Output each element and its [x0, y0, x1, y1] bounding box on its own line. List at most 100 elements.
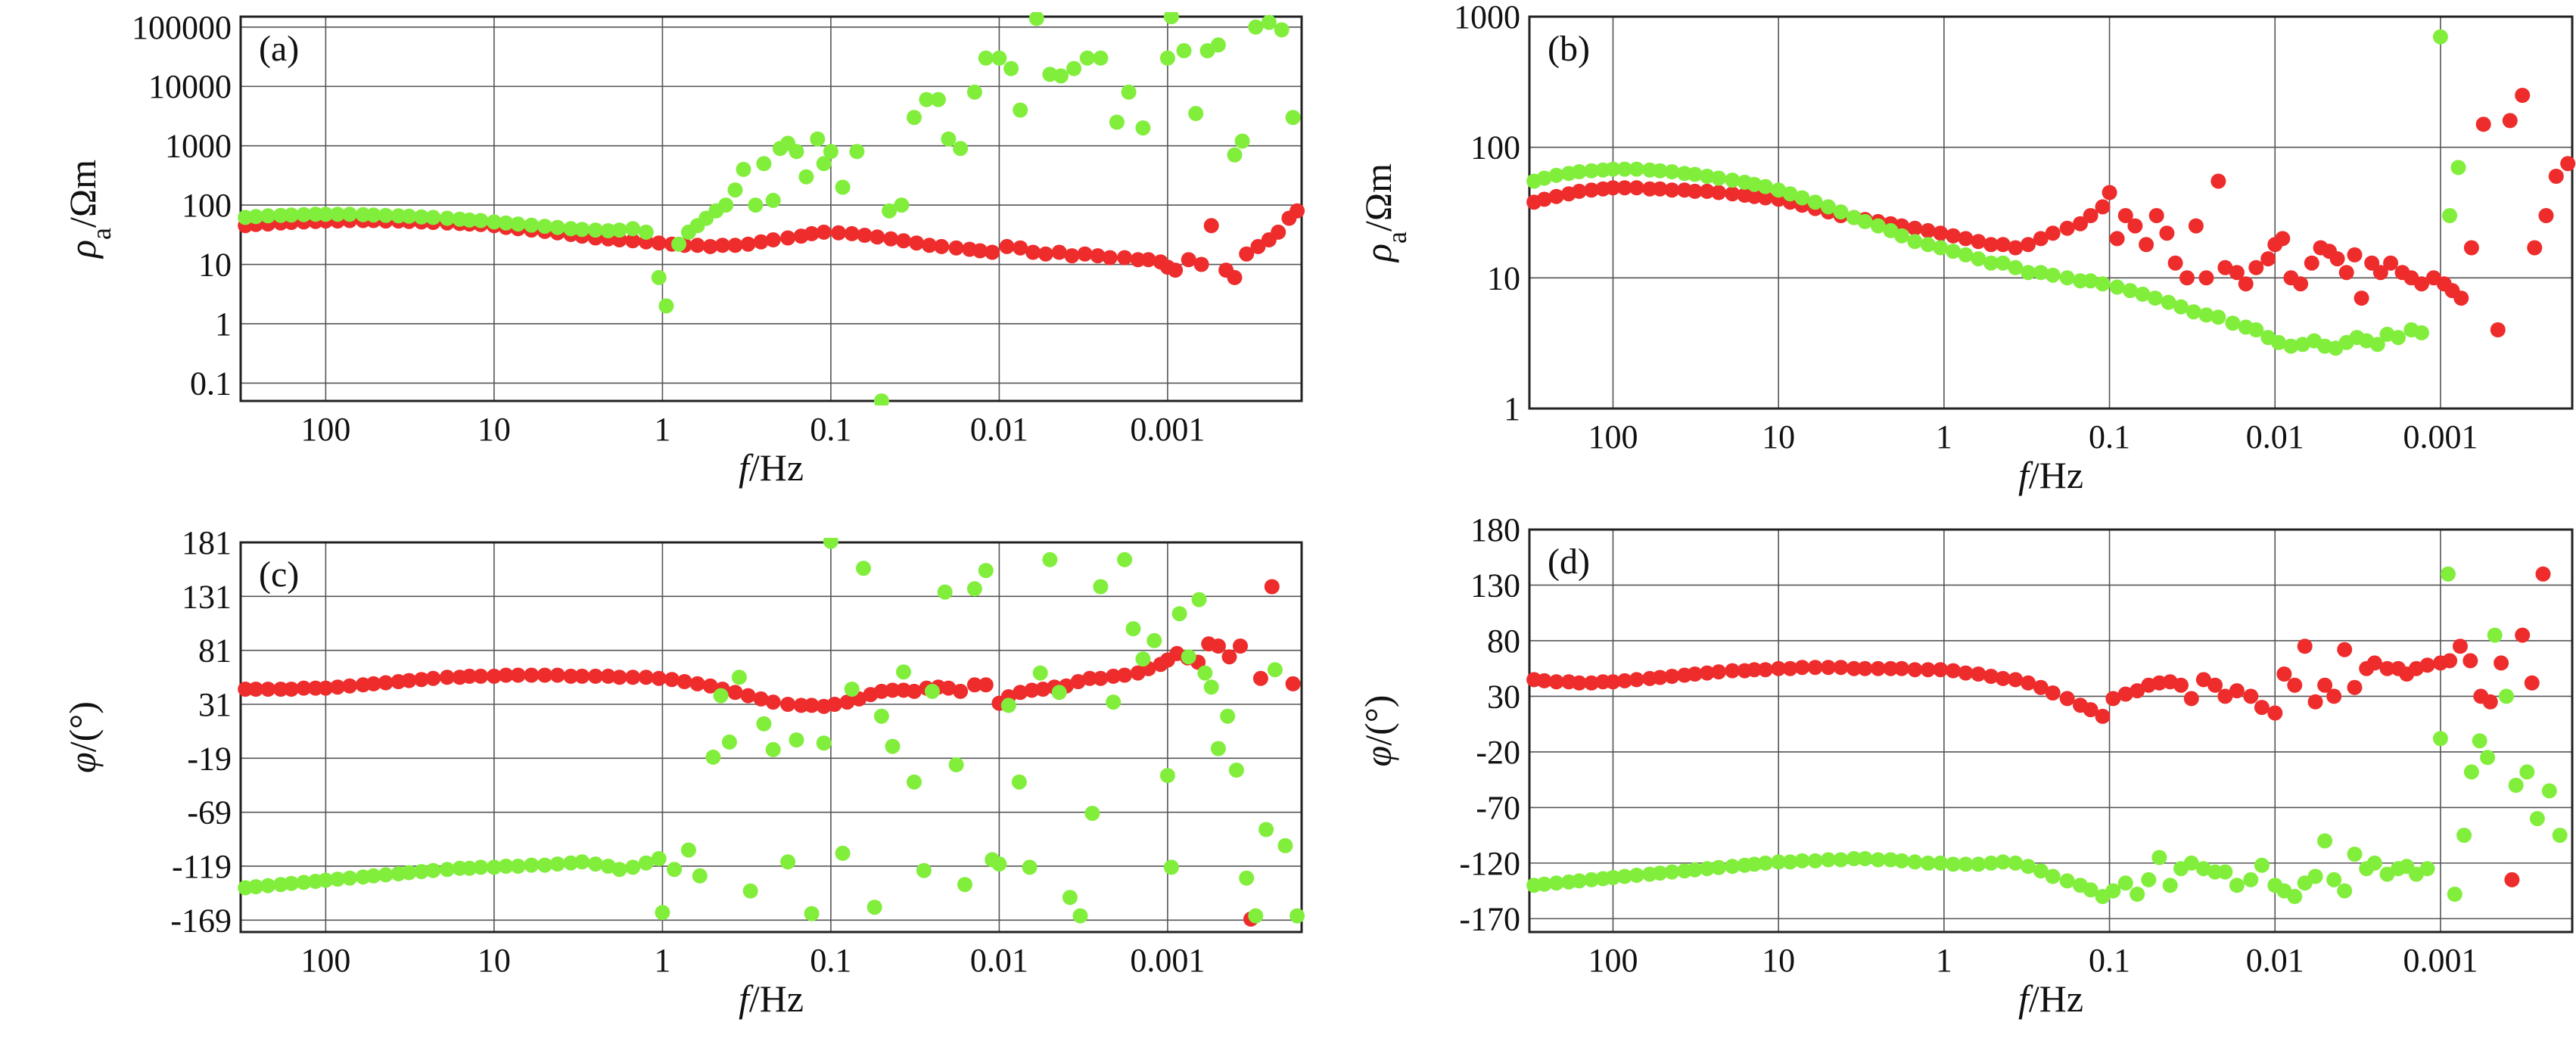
data-point-green [930, 92, 946, 107]
data-point-green [953, 141, 969, 157]
data-point-green [1117, 551, 1133, 567]
data-point-red [1051, 244, 1067, 260]
data-point-green [1920, 237, 1936, 253]
data-point-green [1210, 741, 1226, 757]
data-point-green [2151, 850, 2167, 865]
data-point-red [2366, 655, 2382, 671]
x-axis-label: f/Hz [739, 977, 804, 1020]
data-point-green [2122, 283, 2138, 299]
data-point-red [1920, 662, 1936, 678]
data-point-green [2105, 883, 2121, 899]
data-point-green [1072, 908, 1088, 924]
data-point-red [780, 230, 796, 246]
y-tick-label: 81 [198, 632, 232, 670]
data-point-red [1181, 252, 1196, 268]
y-tick-label: -119 [172, 848, 232, 885]
data-point-red [2535, 566, 2551, 582]
data-point-red [2347, 247, 2363, 263]
data-point-green [1135, 120, 1151, 136]
data-point-red [2379, 660, 2395, 676]
data-point-green [1907, 234, 1923, 250]
data-point-green [296, 207, 312, 222]
data-point-red [2198, 270, 2214, 286]
data-point-red [1958, 231, 1974, 247]
data-point-green [816, 156, 832, 172]
data-point-red [2008, 240, 2024, 256]
x-tick-label: 0.001 [2403, 418, 2478, 455]
data-point-green [1285, 110, 1301, 126]
chart-panel-a: 100 10 1 0.1 0.01 0.001 0.1 1 10 100 1000 10000 1000… [61, 9, 1305, 489]
data-point-green [1011, 774, 1027, 790]
data-point-green [991, 856, 1007, 872]
data-point-red [2059, 220, 2075, 236]
data-point-red [816, 224, 832, 240]
data-point-green [2248, 322, 2264, 337]
data-point-green [425, 210, 441, 225]
data-point-red [2173, 677, 2189, 693]
data-point-red [2524, 675, 2540, 691]
y-axis-label-unit: /(°) [61, 701, 104, 752]
data-point-green [2487, 627, 2503, 643]
data-point-green [658, 298, 674, 314]
data-point-green [2294, 337, 2310, 353]
data-point-green [789, 144, 804, 160]
data-point-red [1233, 638, 1248, 654]
y-tick-label: 1000 [165, 128, 232, 165]
data-point-green [2021, 265, 2036, 281]
data-point-red [1193, 256, 1209, 272]
data-point-red [2354, 290, 2369, 306]
data-point-red [638, 670, 654, 685]
data-point-green [692, 868, 708, 884]
data-point-green [378, 867, 394, 883]
data-point-green [1995, 854, 2011, 870]
data-point-red [1013, 685, 1028, 701]
data-point-red [1102, 250, 1118, 266]
data-point-green [835, 845, 851, 861]
data-point-red [714, 238, 730, 253]
data-point-red [1629, 180, 1644, 196]
data-point-green [563, 221, 579, 237]
data-point-green [2414, 325, 2429, 340]
data-point-green [401, 865, 417, 881]
data-point-red [537, 667, 552, 683]
data-point-green [924, 683, 940, 699]
data-point-green [896, 664, 911, 680]
data-point-green [1051, 685, 1067, 701]
y-axis-label-subscript: a [1382, 231, 1412, 244]
data-point-red [2229, 265, 2245, 281]
data-point-green [789, 732, 804, 748]
y-axis-label-symbol: ρ [61, 240, 104, 259]
data-point-red [2183, 691, 2199, 707]
data-point-red [563, 668, 579, 684]
data-point-red [2490, 322, 2506, 337]
data-point-red [1747, 662, 1762, 678]
y-axis-label-symbol: ρ [1357, 244, 1399, 263]
data-point-green [1629, 868, 1644, 883]
data-point-red [473, 668, 489, 684]
x-tick-label: 0.01 [2246, 418, 2304, 455]
data-point-green [1711, 859, 1727, 875]
data-point-red [2073, 216, 2088, 231]
x-axis-label-unit: /Hz [749, 446, 804, 489]
data-point-red [2329, 251, 2345, 267]
data-point-red [2326, 688, 2342, 704]
data-point-green [2173, 299, 2189, 315]
data-point-green [510, 216, 526, 232]
x-axis-label-unit: /Hz [2029, 977, 2083, 1020]
data-point-green [1725, 172, 1741, 188]
data-point-green [510, 859, 526, 874]
data-point-red [2021, 237, 2036, 253]
data-point-red [909, 235, 925, 251]
data-point-green [473, 213, 489, 228]
data-point-red [1725, 186, 1741, 202]
data-point-green [1106, 694, 1122, 710]
series-green [238, 12, 1301, 405]
data-point-red [831, 225, 847, 241]
data-point-green [2499, 688, 2514, 704]
data-point-green [844, 682, 860, 697]
data-point-red [2229, 683, 2245, 699]
data-point-green [2347, 847, 2363, 862]
data-point-red [740, 688, 756, 704]
data-point-red [934, 238, 950, 254]
data-point-green [2441, 566, 2456, 582]
